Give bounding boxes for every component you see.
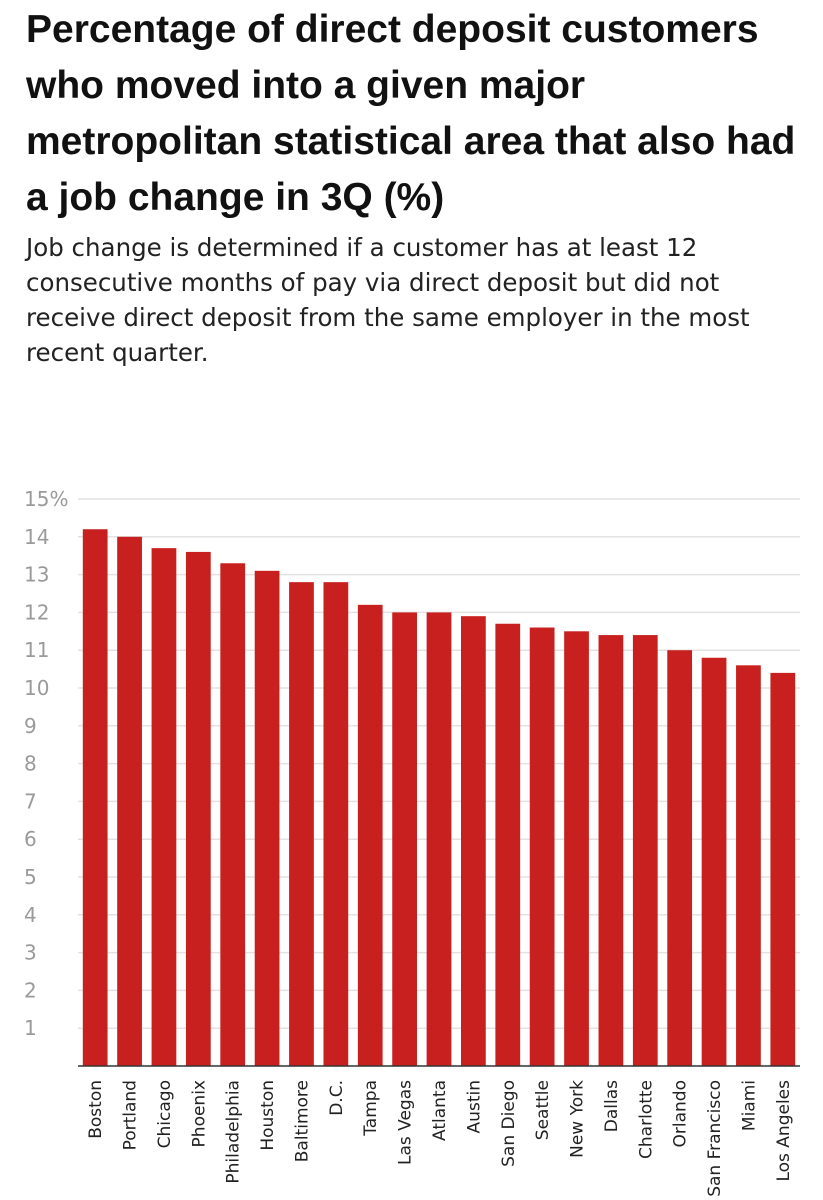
x-tick-label: New York — [568, 1080, 588, 1158]
x-tick-label: San Diego — [499, 1080, 519, 1167]
y-tick-label: 12 — [24, 600, 49, 624]
chart-title: Percentage of direct deposit customers w… — [26, 8, 796, 219]
y-tick-label: 8 — [24, 752, 37, 776]
x-tick-label: Boston — [86, 1080, 106, 1139]
bar-chicago — [151, 548, 177, 1066]
x-tick-label: Orlando — [671, 1080, 691, 1147]
y-tick-label: 15% — [24, 487, 68, 511]
y-tick-label: 14 — [24, 525, 49, 549]
y-tick-label: 5 — [24, 865, 37, 889]
bar-las-vegas — [392, 612, 417, 1066]
x-tick-label: San Francisco — [705, 1080, 725, 1197]
y-tick-label: 6 — [24, 827, 37, 851]
bar-san-francisco — [701, 657, 727, 1066]
bar-houston — [254, 570, 280, 1066]
bar-seattle — [529, 627, 555, 1066]
bar-orlando — [667, 650, 693, 1066]
y-tick-label: 7 — [24, 789, 37, 813]
bar-dallas — [598, 635, 624, 1066]
bar-atlanta — [426, 612, 452, 1066]
x-tick-label: Philadelphia — [224, 1080, 244, 1184]
y-tick-label: 2 — [24, 978, 37, 1002]
x-tick-label: Phoenix — [189, 1080, 209, 1147]
bar-miami — [736, 665, 761, 1066]
x-tick-label: Chicago — [155, 1080, 175, 1148]
bar-baltimore — [289, 582, 314, 1066]
x-axis: Boston Portland Chicago Phoenix Philadelphia… — [78, 1065, 800, 1197]
bar-phoenix — [185, 551, 211, 1066]
x-tick-label: Baltimore — [292, 1080, 312, 1162]
x-tick-label: Charlotte — [636, 1080, 656, 1159]
x-tick-label: Austin — [464, 1080, 484, 1133]
chart-subtitle: Job change is determined if a customer h… — [26, 233, 750, 367]
bar-d-c- — [323, 582, 349, 1066]
x-tick-label: Atlanta — [430, 1080, 450, 1141]
y-tick-label: 11 — [24, 638, 49, 662]
y-tick-label: 4 — [24, 903, 37, 927]
y-tick-label: 1 — [24, 1016, 37, 1040]
x-tick-label: D.C. — [327, 1080, 347, 1116]
x-tick-label: Dallas — [602, 1080, 622, 1132]
x-tick-label: Miami — [739, 1080, 759, 1131]
bar-tampa — [357, 604, 383, 1066]
y-tick-label: 10 — [24, 676, 49, 700]
x-tick-label: Las Vegas — [396, 1080, 416, 1165]
bar-boston — [82, 529, 108, 1066]
bar-austin — [461, 616, 486, 1066]
bar-los-angeles — [770, 672, 796, 1066]
y-tick-label: 3 — [24, 941, 37, 965]
bar-philadelphia — [220, 563, 246, 1066]
x-tick-label: Portland — [121, 1080, 141, 1150]
x-tick-label: Houston — [258, 1080, 278, 1151]
x-tick-label: Tampa — [361, 1080, 381, 1137]
y-tick-label: 13 — [24, 563, 49, 587]
bar-portland — [117, 536, 142, 1066]
bar-charlotte — [632, 635, 658, 1066]
x-tick-label: Seattle — [533, 1080, 553, 1140]
bar-new-york — [564, 631, 589, 1066]
y-tick-label: 9 — [24, 714, 37, 738]
x-tick-label: Los Angeles — [774, 1080, 794, 1182]
bar-san-diego — [495, 623, 521, 1066]
bars — [82, 529, 796, 1066]
